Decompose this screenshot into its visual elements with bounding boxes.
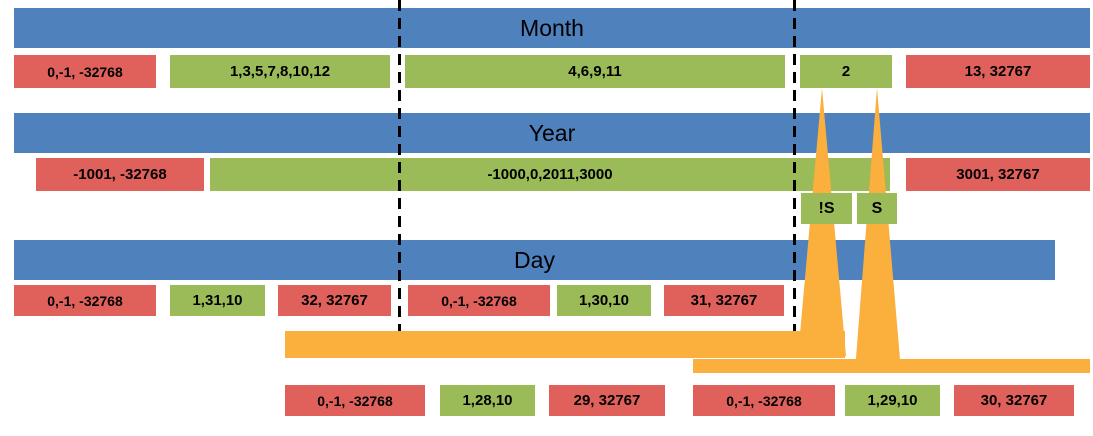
nonleap-marker-box: !S: [801, 193, 852, 224]
day-bar-label: Day: [514, 246, 555, 273]
feb-nonleap-invalid-high-box: 29, 32767: [549, 385, 665, 416]
day30-invalid-high-box: 31, 32767: [664, 285, 784, 316]
month-bar-label: Month: [520, 14, 584, 41]
right-dashed-divider-line: [793, 0, 796, 331]
day30-valid-box: 1,30,10: [557, 285, 651, 316]
year-bar: Year: [14, 113, 1090, 153]
feb-nonleap-invalid-low-box: 0,-1, -32768: [285, 385, 425, 416]
feb-leap-invalid-high-box: 30, 32767: [954, 385, 1074, 416]
nonleap-feb-band: [285, 331, 845, 358]
month-bar: Month: [14, 8, 1090, 48]
leap-marker-box: S: [857, 193, 897, 224]
month-invalid-high-box: 13, 32767: [906, 55, 1090, 88]
day31-invalid-high-box: 32, 32767: [278, 285, 391, 316]
feb-leap-valid-box: 1,29,10: [845, 385, 940, 416]
month-invalid-low-box: 0,-1, -32768: [14, 55, 156, 88]
day31-valid-box: 1,31,10: [170, 285, 265, 316]
year-invalid-high-box: 3001, 32767: [906, 158, 1090, 191]
year-invalid-low-box: -1001, -32768: [36, 158, 204, 191]
left-dashed-divider-line: [398, 0, 401, 331]
month-30day-box: 4,6,9,11: [405, 55, 785, 88]
month-february-box: 2: [800, 55, 892, 88]
year-valid-box: -1000,0,2011,3000: [210, 158, 890, 191]
month-31day-box: 1,3,5,7,8,10,12: [170, 55, 390, 88]
feb-leap-invalid-low-box: 0,-1, -32768: [693, 385, 835, 416]
leap-feb-band: [693, 359, 1090, 373]
day-bar: Day: [14, 240, 1055, 280]
day31-invalid-low-box: 0,-1, -32768: [14, 285, 156, 316]
feb-nonleap-valid-box: 1,28,10: [440, 385, 535, 416]
day30-invalid-low-box: 0,-1, -32768: [408, 285, 550, 316]
year-bar-label: Year: [528, 119, 576, 146]
